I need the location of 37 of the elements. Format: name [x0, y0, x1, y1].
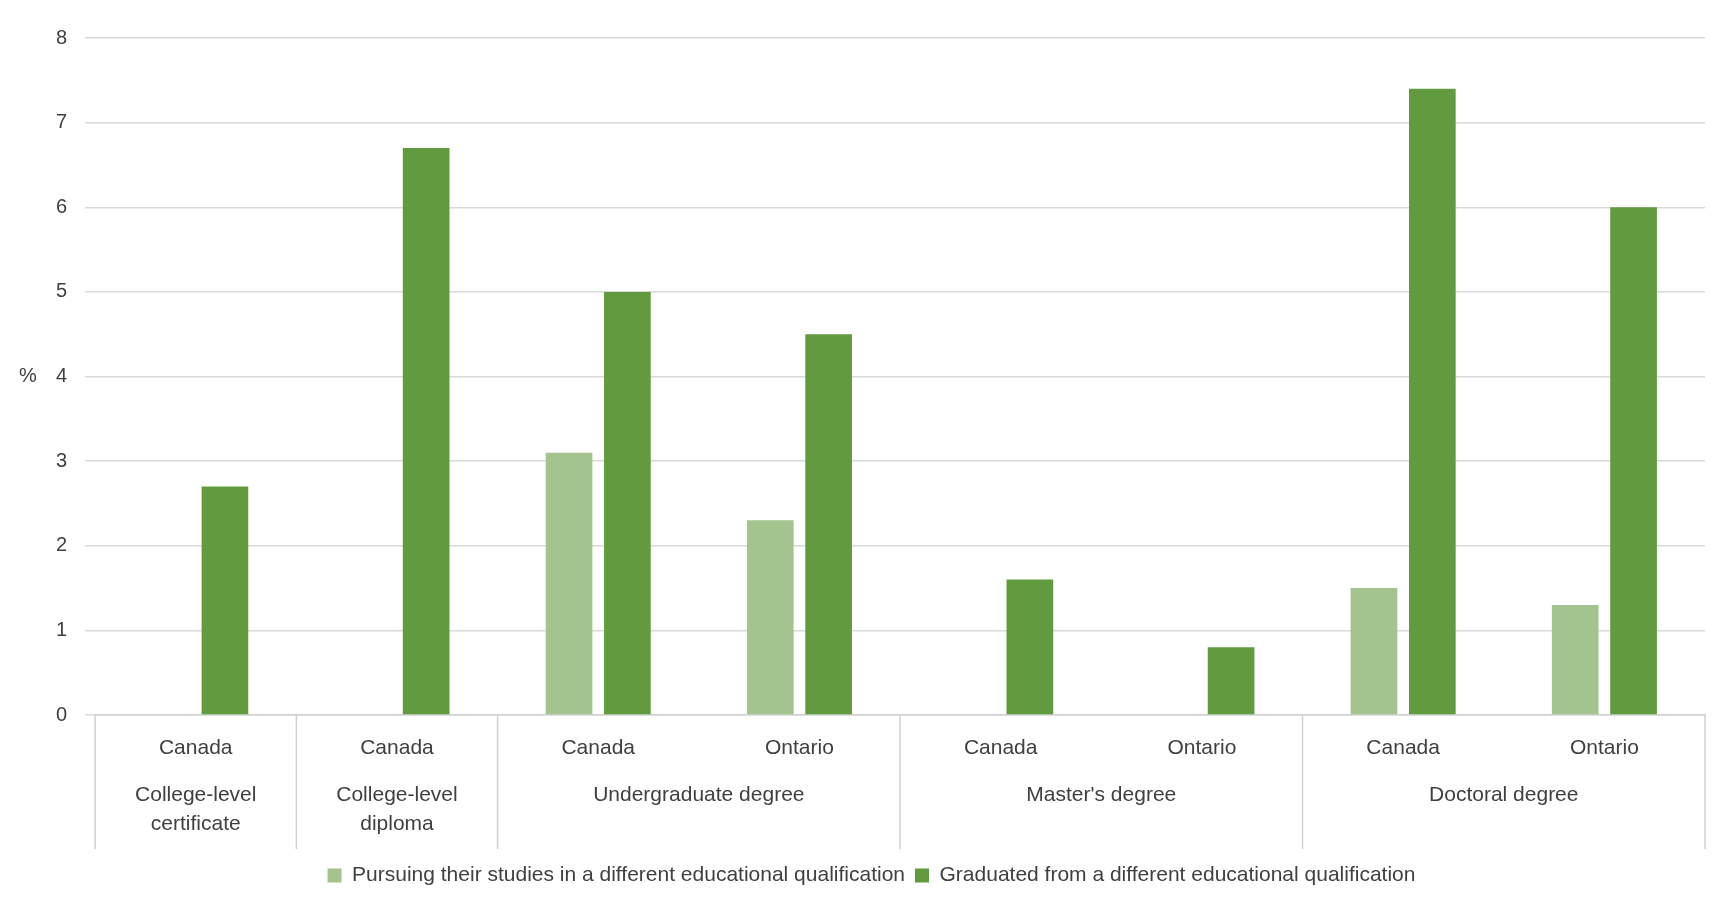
category-label: Master's degree [1026, 781, 1177, 805]
category-label: Ontario [765, 734, 834, 758]
bar [201, 486, 249, 715]
bar [1350, 588, 1398, 715]
bar [805, 334, 852, 715]
bar [402, 148, 450, 715]
legend-label: Pursuing their studies in a different educational qualification [352, 862, 906, 886]
bar [545, 452, 593, 715]
category-label: Canada [561, 734, 635, 758]
y-tick-label: 6 [56, 194, 68, 217]
y-tick-label: 0 [56, 702, 68, 725]
y-axis-title: % [19, 364, 38, 387]
bar [1006, 579, 1054, 715]
bar [604, 291, 651, 715]
category-label: Undergraduate degree [593, 781, 805, 805]
y-tick-label: 3 [56, 448, 68, 471]
bar [1610, 207, 1657, 715]
category-label: Canada [360, 734, 434, 758]
y-tick-label: 8 [56, 25, 68, 48]
y-tick-label: 2 [56, 533, 68, 556]
legend-label: Graduated from a different educational qualification [939, 862, 1416, 886]
bar [1551, 604, 1599, 715]
category-label: College-level certificate [135, 781, 257, 834]
y-tick-label: 5 [56, 279, 68, 302]
category-label: Ontario [1569, 734, 1639, 758]
y-tick-label: 1 [56, 617, 68, 640]
category-label: Doctoral degree [1429, 781, 1579, 805]
bar [1207, 647, 1255, 715]
category-label: Canada [158, 734, 233, 758]
bar [746, 520, 794, 715]
category-label: Canada [1366, 734, 1440, 758]
y-tick-label: 7 [56, 110, 68, 133]
category-label: Canada [963, 734, 1038, 758]
category-label: College-level diploma [336, 781, 458, 834]
bar [1408, 88, 1456, 715]
category-label: Ontario [1167, 734, 1237, 758]
y-tick-label: 4 [56, 364, 68, 387]
